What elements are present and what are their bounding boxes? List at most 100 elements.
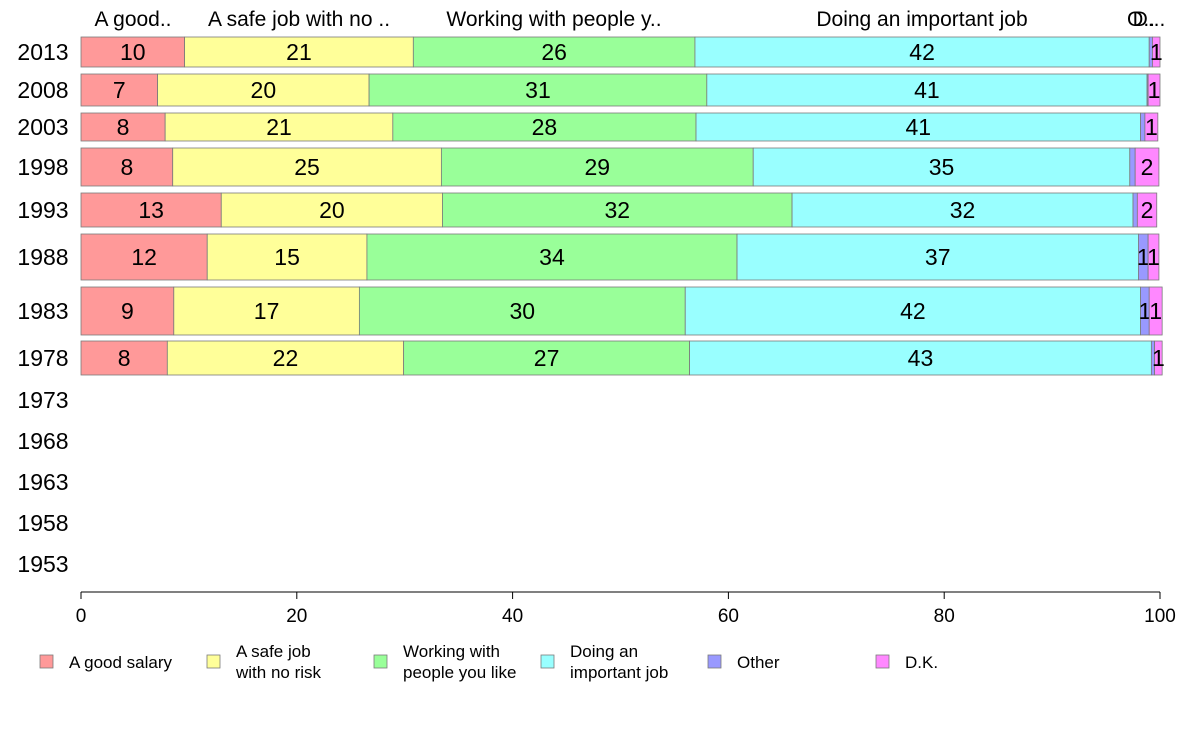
bar-1993-series-3 (791, 192, 1134, 228)
data-label-1983-series-3: 42 (900, 298, 926, 324)
bars-group: 10 21 26 42 17 20 31 41 18 21 28 41 18 25 29 35 213 20 32 3… (80, 36, 1165, 376)
x-tick-label-0: 0 (76, 606, 87, 627)
bar-2003-series-2 (392, 112, 697, 142)
bar-1993-series-5 (1136, 192, 1158, 228)
bar-1988-series-5 (1147, 233, 1160, 281)
data-label-1998-series-5: 2 (1141, 154, 1154, 180)
data-label-1978-series-3: 43 (908, 345, 934, 371)
top-label-5: D... (1133, 8, 1166, 31)
bar-2008-series-2 (368, 73, 708, 107)
data-label-1993-series-5: 2 (1141, 197, 1154, 223)
data-label-1988-series-1: 15 (274, 244, 300, 270)
x-tick-label-60: 60 (718, 606, 739, 627)
bar-1993-series-0 (80, 192, 222, 228)
year-label-1983: 1983 (17, 298, 68, 324)
top-label-1: A safe job with no .. (208, 8, 390, 31)
data-label-2013-series-0: 10 (120, 39, 146, 65)
data-label-2013-series-3: 42 (909, 39, 935, 65)
year-label-1988: 1988 (17, 244, 68, 270)
x-tick-label-40: 40 (502, 606, 523, 627)
year-label-1978: 1978 (17, 345, 68, 371)
data-label-2008-series-5: 1 (1148, 77, 1161, 103)
data-label-1978-series-1: 22 (273, 345, 299, 371)
bar-1988-series-1 (206, 233, 368, 281)
top-label-2: Working with people y.. (446, 8, 661, 31)
year-label-2003: 2003 (17, 114, 68, 140)
year-label-1953: 1953 (17, 551, 68, 577)
bar-1993-series-4 (1132, 192, 1138, 228)
bar-2013-series-1 (184, 36, 414, 68)
data-label-1983-series-2: 30 (510, 298, 536, 324)
data-label-1988-series-3: 37 (925, 244, 951, 270)
year-label-2008: 2008 (17, 77, 68, 103)
data-label-2013-series-5: 1 (1150, 39, 1163, 65)
bar-1983-series-2 (358, 286, 686, 336)
x-tick-label-100: 100 (1144, 606, 1176, 627)
bar-2008-series-1 (157, 73, 370, 107)
legend-label-3-line-1: important job (570, 663, 668, 682)
data-label-1978-series-2: 27 (534, 345, 560, 371)
x-tick-label-80: 80 (934, 606, 955, 627)
year-label-1958: 1958 (17, 510, 68, 536)
legend-swatch-0 (39, 654, 54, 669)
data-label-2008-series-0: 7 (113, 77, 126, 103)
data-label-2013-series-1: 21 (286, 39, 312, 65)
x-axis: 0 20 40 60 80 100 (76, 591, 1176, 627)
data-label-1983-series-5: 1 (1149, 298, 1162, 324)
legend-label-2-line-0: Working with (403, 642, 500, 661)
legend-swatch-1 (206, 654, 221, 669)
bar-1983-series-3 (684, 286, 1141, 336)
legend-label-2-line-1: people you like (403, 663, 516, 682)
data-label-1983-series-0: 9 (121, 298, 134, 324)
top-label-4: O.. (1127, 8, 1155, 31)
bar-1998-series-2 (440, 147, 754, 187)
legend-label-4-line-0: Other (737, 653, 780, 672)
bar-2008-series-0 (80, 73, 159, 107)
year-label-1968: 1968 (17, 428, 68, 454)
data-label-1978-series-5: 1 (1152, 345, 1165, 371)
bar-1998-series-3 (752, 147, 1131, 187)
bar-1978-series-2 (403, 340, 690, 376)
data-label-1988-series-4: 1 (1137, 244, 1150, 270)
legend-label-1-line-1: with no risk (235, 663, 322, 682)
data-label-2003-series-2: 28 (532, 114, 558, 140)
bar-2003-series-5 (1144, 112, 1159, 142)
bar-1998-series-5 (1134, 147, 1160, 187)
bar-2003-series-3 (695, 112, 1141, 142)
bar-1998-series-0 (80, 147, 174, 187)
legend-swatch-2 (373, 654, 388, 669)
data-label-2008-series-2: 31 (525, 77, 551, 103)
bar-1978-series-1 (166, 340, 405, 376)
bar-1978-series-0 (80, 340, 168, 376)
bar-2003-series-0 (80, 112, 166, 142)
data-label-1988-series-0: 12 (131, 244, 157, 270)
bar-1988-series-3 (736, 233, 1139, 281)
bar-1983-series-1 (173, 286, 360, 336)
top-label-0: A good.. (94, 8, 171, 31)
year-label-1963: 1963 (17, 469, 68, 495)
data-label-1988-series-5: 1 (1147, 244, 1160, 270)
data-label-2003-series-0: 8 (117, 114, 130, 140)
bar-1978-series-3 (689, 340, 1152, 376)
year-label-1973: 1973 (17, 387, 68, 413)
data-label-2013-series-2: 26 (541, 39, 567, 65)
data-label-1998-series-3: 35 (929, 154, 955, 180)
bar-1988-series-0 (80, 233, 208, 281)
bar-1978-series-5 (1154, 340, 1163, 376)
legend-swatch-5 (875, 654, 890, 669)
legend-swatch-3 (540, 654, 555, 669)
legend-label-5-line-0: D.K. (905, 653, 938, 672)
data-label-1993-series-0: 13 (138, 197, 164, 223)
data-label-1993-series-2: 32 (604, 197, 630, 223)
legend-label-0-line-0: A good salary (69, 653, 173, 672)
bar-1998-series-4 (1129, 147, 1136, 187)
data-label-2003-series-1: 21 (266, 114, 292, 140)
year-label-1993: 1993 (17, 197, 68, 223)
data-label-1993-series-1: 20 (319, 197, 345, 223)
data-label-1993-series-3: 32 (950, 197, 976, 223)
bar-2013-series-5 (1152, 36, 1161, 68)
bar-2008-series-5 (1147, 73, 1161, 107)
legend: A good salary A safe job with no risk Worki… (39, 642, 938, 682)
x-tick-label-20: 20 (286, 606, 307, 627)
